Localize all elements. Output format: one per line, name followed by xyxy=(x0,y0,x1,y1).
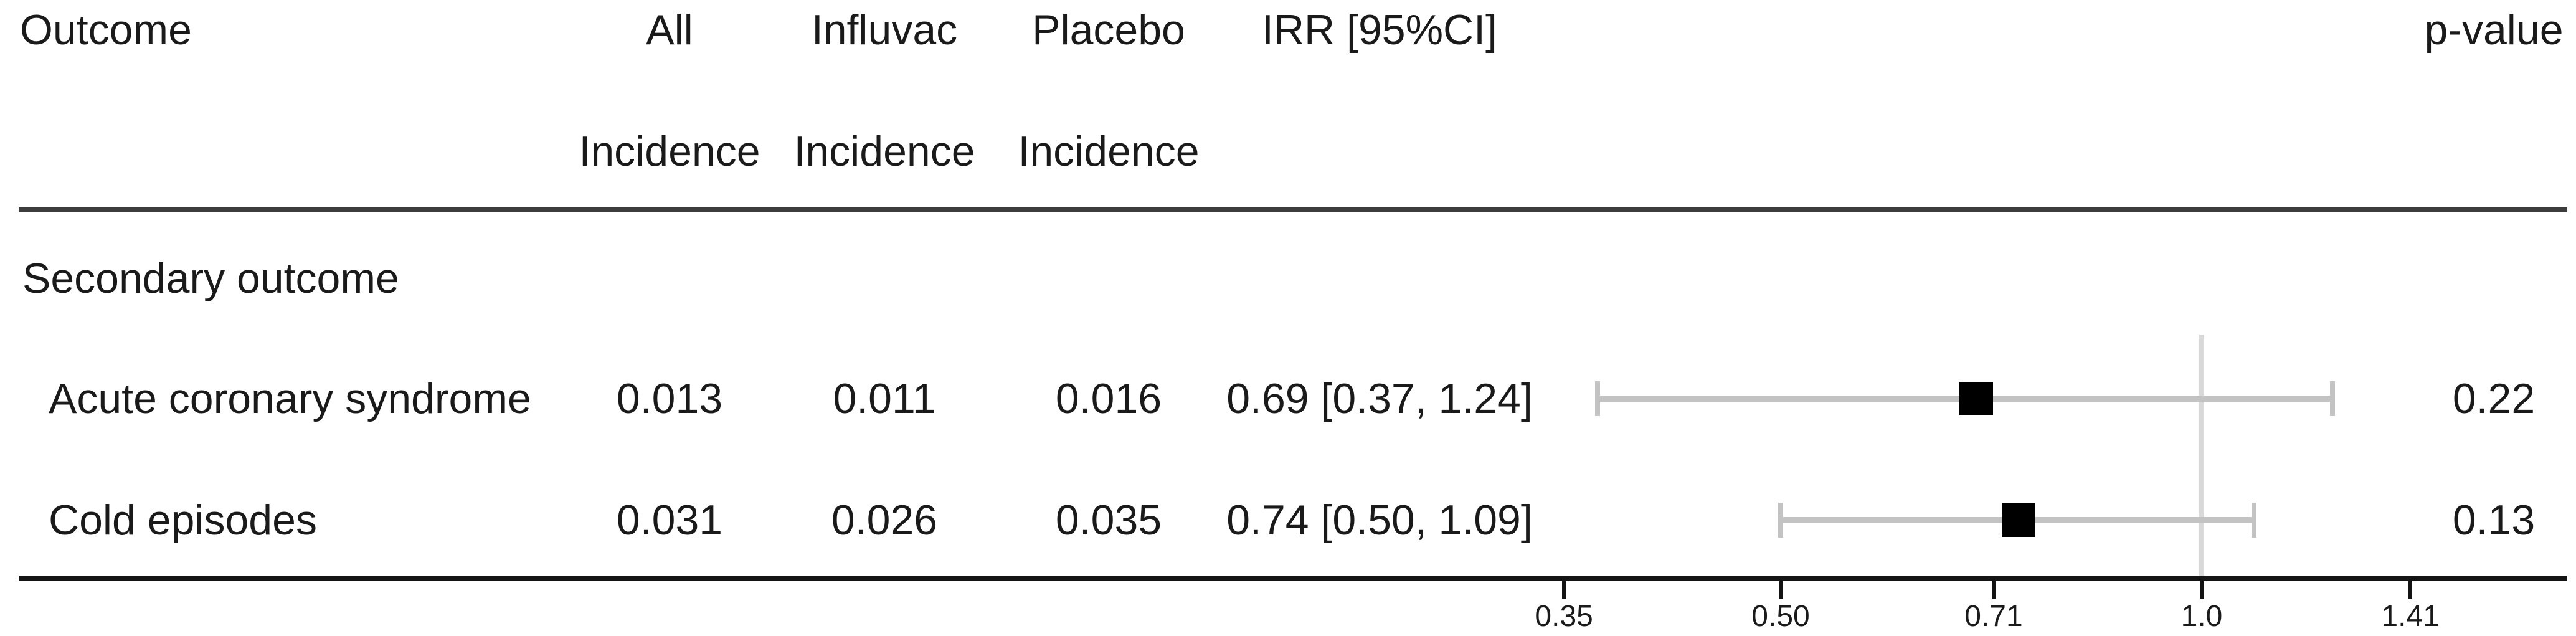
col-header-all-incidence: Incidence xyxy=(579,128,760,175)
row-all-incidence: 0.013 xyxy=(616,375,723,422)
row-placebo-incidence: 0.016 xyxy=(1055,375,1162,422)
row-p-value: 0.13 xyxy=(2452,496,2536,544)
irr-point-marker xyxy=(2002,503,2036,537)
col-header-influvac-incidence: Incidence xyxy=(793,128,975,175)
ci-cap-left xyxy=(1778,503,1783,538)
row-irr-ci-label: 0.69 [0.37, 1.24] xyxy=(1226,375,1533,422)
col-header-outcome: Outcome xyxy=(20,6,192,54)
row-influvac-incidence: 0.026 xyxy=(831,496,938,544)
row-all-incidence: 0.031 xyxy=(616,496,723,544)
axis-tick xyxy=(2200,581,2204,599)
axis-tick-label: 0.71 xyxy=(1964,600,2023,633)
row-irr-ci-label: 0.74 [0.50, 1.09] xyxy=(1226,496,1533,544)
group-label: Secondary outcome xyxy=(22,255,399,302)
axis-tick xyxy=(1779,581,1783,599)
ci-cap-right xyxy=(2252,503,2257,538)
axis-rule xyxy=(19,576,2567,581)
ci-cap-right xyxy=(2329,381,2335,416)
row-outcome: Acute coronary syndrome xyxy=(49,375,531,422)
row-p-value: 0.22 xyxy=(2452,375,2536,422)
col-header-pvalue: p-value xyxy=(2424,6,2564,54)
axis-tick xyxy=(2408,581,2413,599)
axis-tick-label: 1.0 xyxy=(2181,600,2223,633)
axis-tick-label: 0.50 xyxy=(1751,600,1810,633)
axis-tick xyxy=(1991,581,1996,599)
irr-point-marker xyxy=(1959,382,1994,415)
row-influvac-incidence: 0.011 xyxy=(833,375,936,422)
row-placebo-incidence: 0.035 xyxy=(1055,496,1162,544)
row-outcome: Cold episodes xyxy=(49,496,317,544)
col-header-influvac: Influvac xyxy=(811,6,958,54)
axis-tick-label: 0.35 xyxy=(1535,600,1593,633)
header-divider-rule xyxy=(19,207,2567,212)
col-header-irr: IRR [95%CI] xyxy=(1262,6,1497,54)
col-header-placebo: Placebo xyxy=(1032,6,1185,54)
axis-tick xyxy=(1562,581,1566,599)
ci-cap-left xyxy=(1595,381,1601,416)
axis-tick-label: 1.41 xyxy=(2381,600,2440,633)
col-header-placebo-incidence: Incidence xyxy=(1018,128,1200,175)
col-header-all: All xyxy=(646,6,693,54)
reference-line xyxy=(2199,335,2204,576)
